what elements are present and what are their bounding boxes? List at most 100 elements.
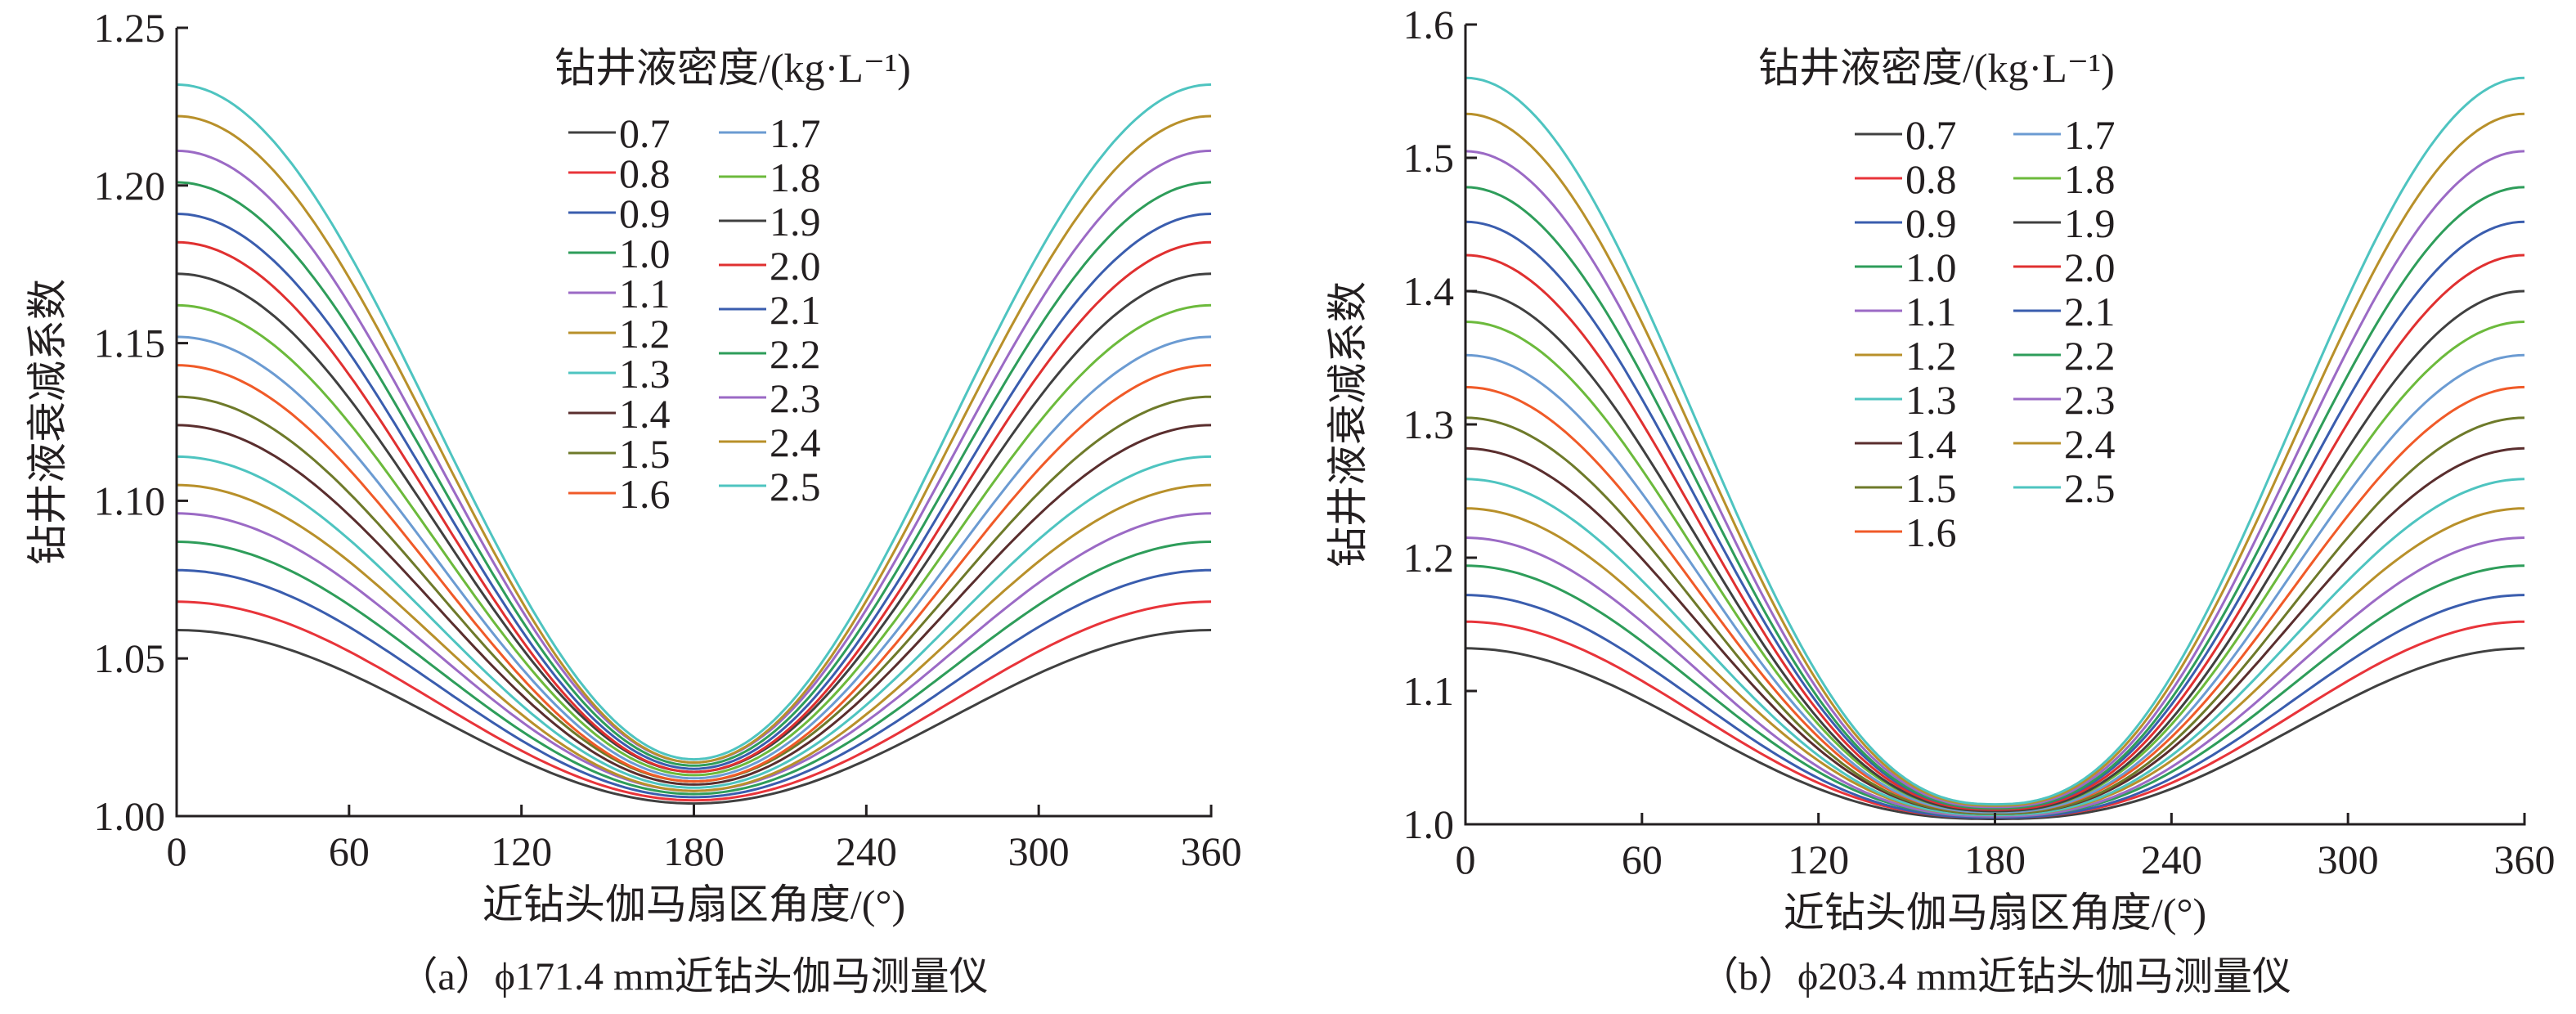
series-line-1.9 [1465, 289, 2525, 813]
x-tick-label: 240 [836, 828, 897, 874]
chart-b: 0 60 120 180 240 300 3601.01.11.21.31.41.51.6近… [1325, 2, 2556, 998]
series-line-0.8 [176, 600, 1212, 802]
y-tick-label: 1.4 [1403, 268, 1455, 314]
y-tick-label: 1.6 [1403, 2, 1455, 47]
legend-label: 1.5 [619, 431, 671, 477]
x-tick-label: 0 [1456, 837, 1476, 882]
y-tick-label: 1.1 [1403, 668, 1455, 714]
y-axis-label: 钻井液衰减系数 [1325, 281, 1371, 568]
series-line-1.5 [176, 395, 1212, 783]
series-line-0.7 [1465, 647, 2525, 820]
legend-label: 1.7 [2064, 112, 2116, 158]
legend-label: 2.3 [770, 375, 821, 421]
series-line-2.5 [176, 83, 1212, 761]
y-tick-label: 1.3 [1403, 402, 1455, 447]
legend-label: 1.0 [619, 231, 671, 276]
legend-label: 1.2 [1905, 333, 1957, 379]
legend-label: 1.9 [2064, 200, 2116, 246]
legend-label: 2.0 [770, 243, 821, 289]
legend-label: 0.8 [1905, 156, 1957, 202]
legend-label: 2.5 [2064, 465, 2116, 511]
series-line-1.6 [176, 364, 1212, 783]
legend-label: 1.1 [1905, 289, 1957, 334]
y-tick-label: 1.05 [94, 635, 166, 681]
legend-label: 1.4 [1905, 421, 1957, 467]
legend-label: 0.7 [619, 110, 671, 156]
series-line-1.7 [1465, 353, 2525, 814]
x-tick-label: 180 [1964, 837, 2026, 882]
legend-label: 1.4 [619, 391, 671, 437]
y-tick-label: 1.0 [1403, 801, 1455, 847]
x-tick-label: 120 [1788, 837, 1849, 882]
x-tick-label: 300 [2318, 837, 2379, 882]
legend-label: 1.8 [770, 155, 821, 200]
series-line-2.0 [176, 240, 1212, 774]
legend-label: 1.2 [619, 311, 671, 357]
series-line-2.3 [176, 149, 1212, 764]
figure-caption: （a）ϕ171.4 mm近钻头伽马测量仪 [398, 955, 988, 998]
series-line-2.3 [1465, 150, 2525, 809]
series-line-2.5 [1465, 76, 2525, 806]
chart-a: 0 60 120 180 240 300 360 1.00 1.05 1.10 1.15 1.20 1.… [25, 5, 1242, 998]
series-line-1.9 [176, 272, 1212, 774]
series-line-2.2 [1465, 186, 2525, 810]
series-line-1.4 [176, 424, 1212, 786]
series-line-2.1 [176, 213, 1212, 770]
legend-label: 0.7 [1905, 112, 1957, 158]
y-tick-label: 1.2 [1403, 535, 1455, 581]
figure-caption: （b）ϕ203.4 mm近钻头伽马测量仪 [1699, 955, 2291, 998]
series-line-1.3 [176, 455, 1212, 789]
legend-label: 2.4 [2064, 421, 2116, 467]
y-tick-label: 1.5 [1403, 135, 1455, 181]
series-line-1.0 [176, 541, 1212, 796]
legend-label: 1.8 [2064, 156, 2116, 202]
x-tick-label: 240 [2141, 837, 2202, 882]
y-tick-label: 1.00 [94, 793, 166, 839]
legend-label: 1.6 [1905, 509, 1957, 555]
series-line-1.1 [176, 512, 1212, 792]
series-line-1.2 [176, 483, 1212, 792]
legend-label: 1.9 [770, 199, 821, 245]
x-tick-label: 180 [663, 828, 725, 874]
legend-label: 1.3 [1905, 377, 1957, 423]
series-line-1.7 [176, 335, 1212, 780]
legend-label: 1.0 [1905, 245, 1957, 290]
series-line-2.4 [176, 114, 1212, 764]
x-tick-label: 120 [491, 828, 552, 874]
x-axis-label: 近钻头伽马扇区角度/(°) [482, 882, 905, 927]
series-line-1.5 [1465, 416, 2525, 815]
series-line-1.3 [1465, 478, 2525, 817]
legend-label: 0.9 [619, 191, 671, 236]
series-line-2.1 [1465, 220, 2525, 810]
x-tick-label: 60 [329, 828, 370, 874]
legend-label: 1.1 [619, 271, 671, 316]
legend-label: 2.3 [2064, 377, 2116, 423]
x-tick-label: 0 [167, 828, 187, 874]
legend-label: 0.9 [1905, 200, 1957, 246]
legend-label: 1.3 [619, 351, 671, 397]
x-axis-label: 近钻头伽马扇区角度/(°) [1784, 890, 2206, 935]
y-axis-label: 钻井液衰减系数 [25, 279, 70, 565]
legend-label: 2.2 [2064, 333, 2116, 379]
legend-title: 钻井液密度/(kg·L⁻¹) [1758, 45, 2115, 91]
legend-label: 1.7 [770, 110, 821, 156]
legend-label: 2.1 [2064, 289, 2116, 334]
y-tick-label: 1.10 [94, 478, 166, 523]
y-tick-label: 1.25 [94, 5, 166, 51]
legend-label: 1.5 [1905, 465, 1957, 511]
x-tick-label: 360 [2494, 837, 2556, 882]
series-line-1.8 [176, 303, 1212, 777]
series-line-1.4 [1465, 446, 2525, 815]
series-line-1.6 [1465, 385, 2525, 814]
legend-label: 1.6 [619, 471, 671, 517]
series-line-2.4 [1465, 112, 2525, 807]
series-line-1.1 [1465, 536, 2525, 818]
x-tick-label: 360 [1181, 828, 1242, 874]
legend-label: 2.1 [770, 287, 821, 333]
series-line-0.9 [176, 568, 1212, 799]
x-tick-label: 300 [1008, 828, 1070, 874]
series-line-2.0 [1465, 254, 2525, 811]
legend-label: 2.0 [2064, 245, 2116, 290]
x-tick-label: 60 [1622, 837, 1663, 882]
